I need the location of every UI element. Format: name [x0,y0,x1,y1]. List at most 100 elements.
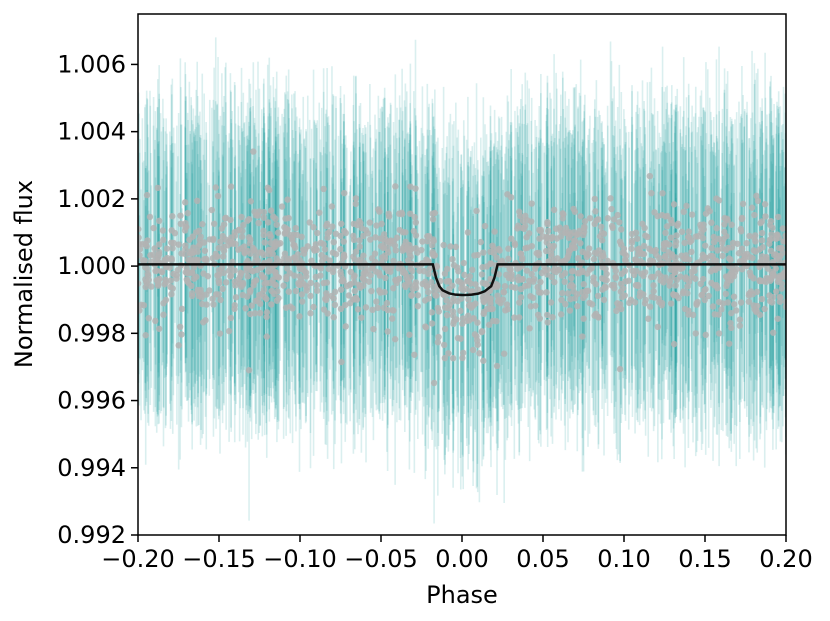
data-point [193,257,201,265]
data-point [296,313,303,320]
data-point [585,245,593,252]
data-point [252,277,260,284]
data-point [767,247,775,255]
data-point [728,221,735,228]
data-point [200,239,208,246]
data-point [356,237,363,244]
data-point [610,281,618,288]
data-point [173,271,181,279]
data-point [281,224,288,231]
data-point [507,194,515,201]
data-point [536,315,544,322]
data-point [341,189,348,197]
data-point [758,295,766,303]
data-point [562,224,570,232]
data-point [715,197,723,204]
data-point [725,244,732,252]
data-point [177,212,184,219]
data-point [146,213,154,221]
data-point [711,311,718,318]
data-point [616,219,623,226]
data-point [307,310,314,317]
data-point [362,304,370,311]
data-point [428,309,436,316]
data-point [320,306,328,313]
data-point [209,295,216,302]
data-point [487,248,494,256]
data-point [757,277,764,285]
data-point [759,244,767,251]
data-point [154,184,162,192]
data-point [708,244,715,252]
data-point [169,245,176,252]
data-point [298,291,306,298]
data-point [225,327,233,335]
data-point [494,282,501,289]
data-point [592,208,599,215]
data-point [159,227,167,234]
data-point [723,232,730,240]
data-point [297,276,305,283]
data-point [529,294,537,302]
data-point [668,219,676,227]
data-point [746,232,753,240]
data-point [373,298,380,305]
data-point [581,224,588,232]
data-point [517,250,525,257]
data-point [573,231,580,239]
data-point [517,294,525,301]
data-point [483,280,490,287]
data-point [459,315,467,322]
data-point [272,282,280,289]
data-point [304,243,311,250]
data-point [409,286,416,293]
data-point [460,259,467,267]
data-point [406,331,413,338]
data-point [469,346,477,354]
data-point [620,245,628,252]
x-tick-label: 0.00 [435,545,488,573]
data-point [199,220,206,228]
data-point [164,254,171,262]
data-point [461,271,468,279]
data-point [465,296,472,303]
data-point [188,269,196,276]
data-point [644,233,651,241]
data-point [544,266,551,273]
data-point [210,301,217,308]
data-point [772,288,780,295]
data-point [497,299,504,307]
x-tick-label: −0.10 [263,545,337,573]
data-point [283,273,290,280]
data-point [160,236,167,244]
data-point [219,285,226,293]
data-point [435,333,442,341]
data-point [352,200,359,208]
data-point [701,296,708,304]
data-point [423,282,431,290]
data-point [621,292,628,299]
data-point [667,234,675,241]
data-point [537,289,545,296]
data-point [407,265,414,272]
data-point [332,230,340,237]
data-point [383,299,391,307]
data-point [247,198,255,205]
data-point [366,219,374,226]
data-point [155,325,163,332]
data-point [505,255,512,263]
data-point [381,252,389,259]
data-point [266,257,273,265]
data-point [300,246,307,253]
data-point [281,254,288,262]
data-point [358,314,365,321]
data-point [777,294,784,301]
data-point [312,241,320,248]
data-point [478,327,486,335]
data-point [570,205,577,213]
data-point [573,290,581,298]
data-point [214,192,222,200]
data-point [273,297,281,304]
data-point [266,186,273,194]
data-point [227,183,235,190]
